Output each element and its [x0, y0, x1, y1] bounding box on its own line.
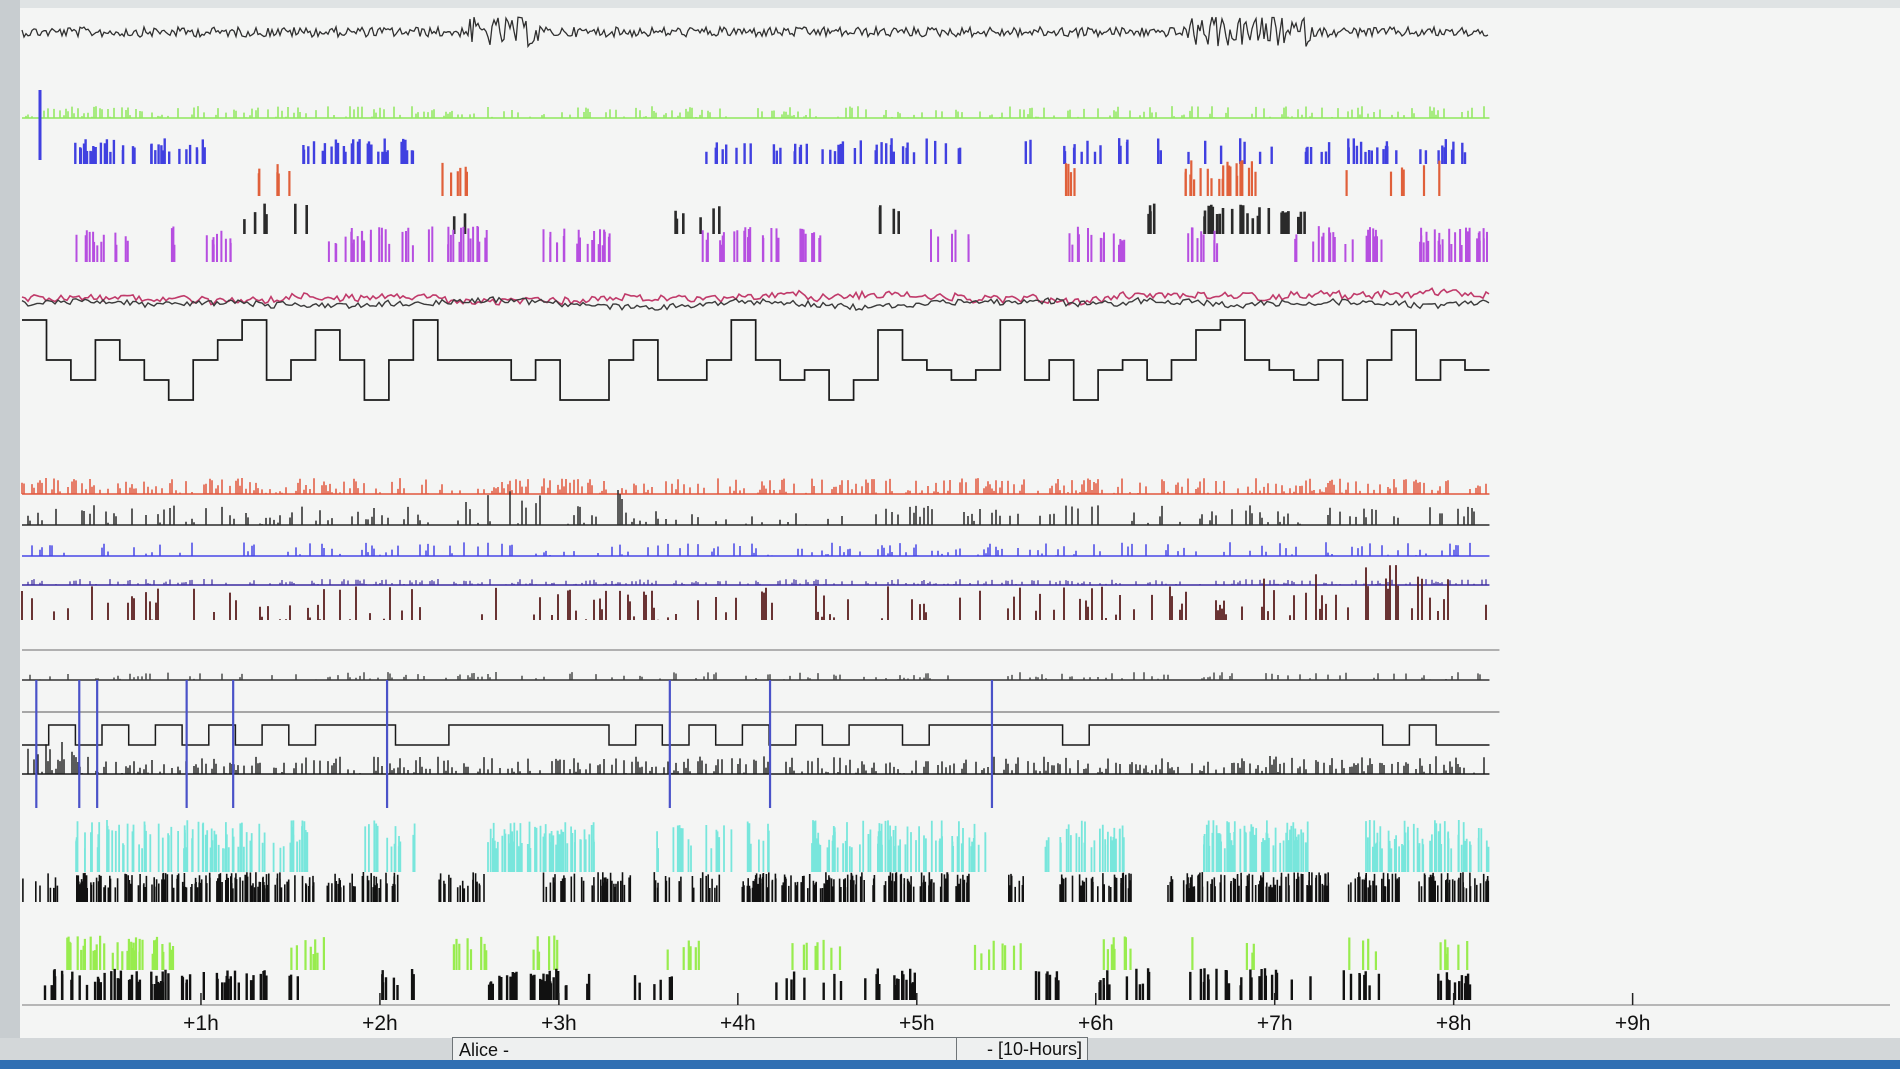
- x-tick-label: +6h: [1078, 1012, 1114, 1035]
- position-trace: [27, 579, 1487, 585]
- x-tick-label: +7h: [1257, 1012, 1293, 1035]
- x-tick-label: +9h: [1615, 1012, 1651, 1035]
- apnea-events: [74, 138, 1467, 164]
- eeg-trace: [21, 16, 1489, 49]
- duration-label: - [10-Hours]: [986, 1039, 1082, 1059]
- x-tick-label: +4h: [720, 1012, 756, 1035]
- signal-chart: +1h +2h +3h +4h +5h +6h +7h +8h +9h: [20, 8, 1900, 1038]
- spo2-trace: [21, 287, 1490, 306]
- time-axis: +1h +2h +3h +4h +5h +6h +7h +8h +9h: [22, 993, 1890, 1035]
- hypopnea-events: [257, 160, 1441, 196]
- leg-event-a: [66, 935, 1469, 970]
- plot-background: [20, 8, 1900, 1038]
- movement-trace: [27, 742, 1489, 774]
- desaturation-events: [243, 203, 1306, 234]
- leg-movement-trace: [21, 565, 1487, 620]
- taskbar-strip: [0, 1060, 1900, 1069]
- signal-tracks: [21, 16, 1500, 1000]
- body-position-trace: [22, 724, 1490, 746]
- x-tick-label: +1h: [183, 1012, 219, 1035]
- activity-events: [22, 872, 1490, 902]
- arousal-events: [75, 226, 1488, 262]
- leg-event-b: [43, 968, 1472, 1000]
- x-tick-label: +2h: [362, 1012, 398, 1035]
- x-tick-label: +5h: [899, 1012, 935, 1035]
- chest-effort-trace: [21, 478, 1487, 494]
- oximeter-pulse-events: [75, 820, 1490, 872]
- snore-trace: [31, 542, 1481, 556]
- heart-rate-trace: [21, 296, 1490, 312]
- x-tick-label: +3h: [541, 1012, 577, 1035]
- hypnogram-trace: [22, 319, 1490, 401]
- x-tick-label: +8h: [1436, 1012, 1472, 1035]
